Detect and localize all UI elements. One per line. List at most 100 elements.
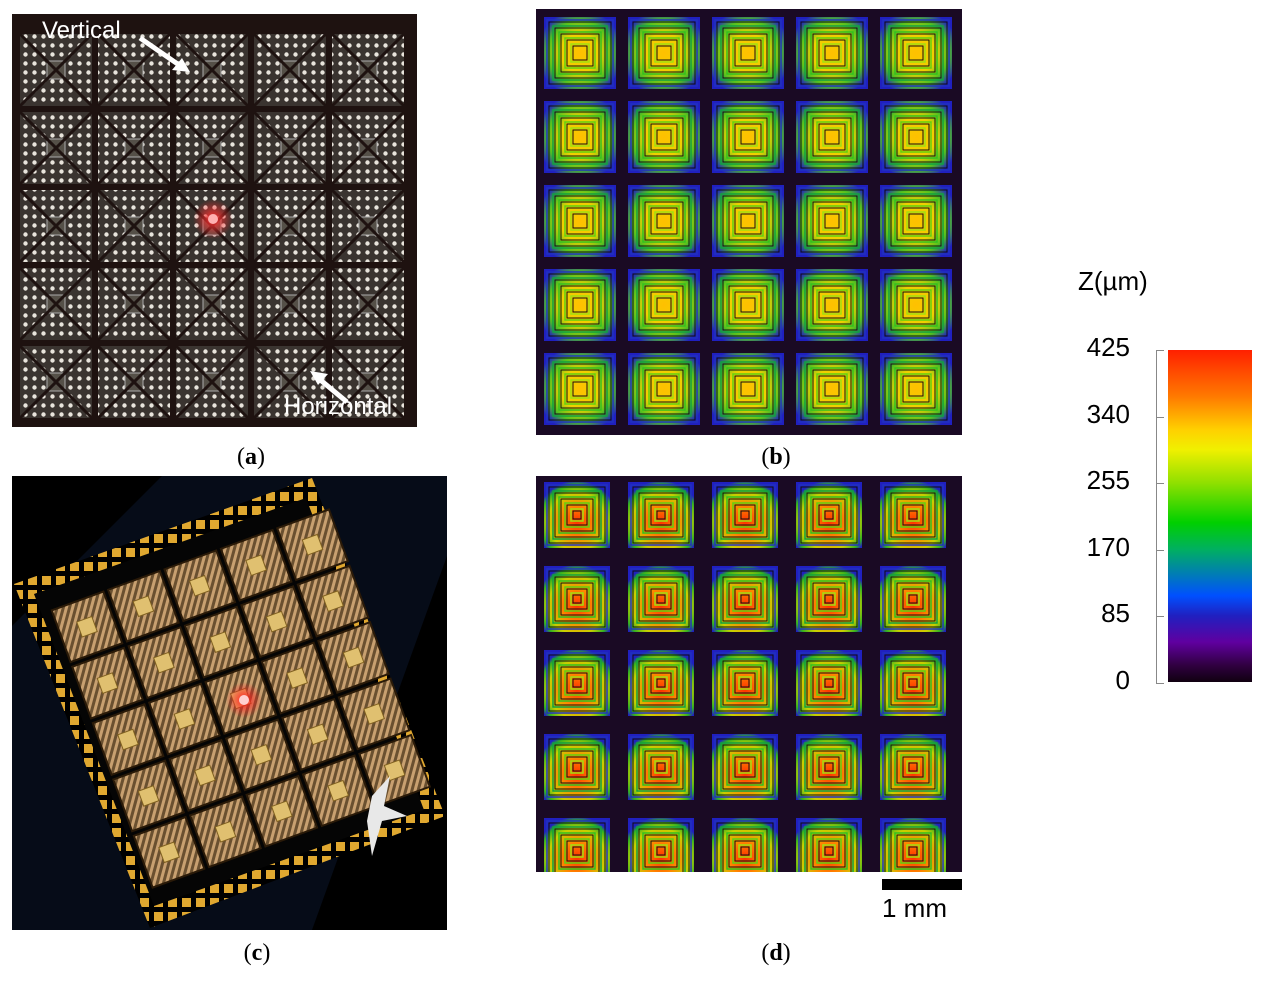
contour-ring bbox=[720, 742, 770, 792]
contour-gap bbox=[548, 486, 606, 544]
contour-gap bbox=[740, 762, 750, 772]
contour-gap bbox=[566, 291, 594, 319]
contour-gap bbox=[650, 504, 672, 526]
height-cell bbox=[880, 566, 946, 632]
contour-ring bbox=[570, 844, 584, 858]
mirror-plate-c bbox=[158, 841, 180, 864]
contour-ring bbox=[654, 379, 674, 399]
contour-gap bbox=[638, 279, 690, 331]
contour-gap bbox=[890, 111, 942, 163]
contour-ring bbox=[630, 484, 692, 546]
contour-gap bbox=[656, 678, 666, 688]
contour-gap bbox=[806, 363, 858, 415]
mirror-array-photo-a bbox=[12, 14, 417, 427]
colorbar-tick-mark bbox=[1156, 350, 1164, 351]
contour-ring bbox=[900, 502, 926, 528]
contour-ring bbox=[564, 502, 590, 528]
contour-gap bbox=[572, 510, 582, 520]
contour-ring bbox=[888, 109, 944, 165]
contour-gap bbox=[560, 201, 600, 241]
contour-gap bbox=[632, 357, 696, 421]
colorbar-tick-label: 340 bbox=[1086, 398, 1130, 429]
contour-gap bbox=[890, 576, 936, 622]
contour-gap bbox=[644, 117, 684, 157]
mirror-plate-c bbox=[342, 646, 365, 669]
contour-ring bbox=[822, 844, 836, 858]
contour-gap bbox=[734, 291, 762, 319]
contour-ring bbox=[732, 754, 758, 780]
contour-ring bbox=[822, 508, 836, 522]
contour-ring bbox=[882, 568, 944, 630]
contour-ring bbox=[546, 568, 608, 630]
contour-gap bbox=[800, 486, 858, 544]
contour-ring bbox=[882, 187, 950, 255]
contour-gap bbox=[824, 381, 840, 397]
contour-gap bbox=[806, 279, 858, 331]
contour-gap bbox=[812, 201, 852, 241]
contour-ring bbox=[726, 496, 764, 534]
heightmap-b bbox=[536, 9, 962, 435]
contour-ring bbox=[546, 271, 614, 339]
contour-gap bbox=[632, 822, 690, 872]
contour-ring bbox=[816, 502, 842, 528]
contour-ring bbox=[570, 760, 584, 774]
contour-ring bbox=[810, 496, 848, 534]
contour-ring bbox=[726, 283, 770, 327]
contour-ring bbox=[654, 760, 668, 774]
contour-gap bbox=[800, 654, 858, 712]
contour-ring bbox=[546, 652, 608, 714]
contour-gap bbox=[716, 273, 780, 337]
contour-gap bbox=[884, 273, 948, 337]
contour-gap bbox=[806, 492, 852, 538]
contour-gap bbox=[716, 105, 780, 169]
contour-gap bbox=[818, 291, 846, 319]
contour-ring bbox=[636, 361, 692, 417]
contour-ring bbox=[894, 832, 932, 870]
contour-ring bbox=[738, 379, 758, 399]
height-cell bbox=[880, 185, 952, 257]
contour-gap bbox=[896, 498, 930, 532]
contour-gap bbox=[572, 846, 582, 856]
contour-gap bbox=[908, 297, 924, 313]
contour-ring bbox=[816, 838, 842, 864]
contour-gap bbox=[902, 672, 924, 694]
contour-gap bbox=[572, 594, 582, 604]
mirror-plate-c bbox=[76, 615, 98, 638]
height-cell bbox=[796, 566, 862, 632]
contour-gap bbox=[548, 105, 612, 169]
contour-gap bbox=[656, 129, 672, 145]
height-cell bbox=[544, 650, 610, 716]
contour-gap bbox=[800, 357, 864, 421]
contour-gap bbox=[884, 105, 948, 169]
contour-ring bbox=[570, 43, 590, 63]
contour-gap bbox=[728, 750, 762, 784]
contour-gap bbox=[650, 39, 678, 67]
contour-ring bbox=[798, 19, 866, 87]
contour-gap bbox=[632, 189, 696, 253]
contour-ring bbox=[552, 25, 608, 81]
height-cell bbox=[796, 101, 868, 173]
contour-gap bbox=[908, 45, 924, 61]
contour-ring bbox=[630, 820, 692, 872]
cell-divider bbox=[18, 188, 94, 264]
contour-gap bbox=[656, 213, 672, 229]
cell-divider bbox=[174, 110, 250, 186]
contour-ring bbox=[738, 508, 752, 522]
contour-gap bbox=[722, 279, 774, 331]
contour-gap bbox=[554, 279, 606, 331]
contour-ring bbox=[888, 25, 944, 81]
contour-gap bbox=[632, 105, 696, 169]
contour-ring bbox=[558, 115, 602, 159]
contour-ring bbox=[642, 115, 686, 159]
mirror-plate-c bbox=[286, 667, 309, 689]
contour-ring bbox=[564, 373, 596, 405]
cell-divider bbox=[96, 32, 172, 108]
height-cell bbox=[544, 566, 610, 632]
height-cell bbox=[796, 269, 868, 341]
contour-gap bbox=[650, 756, 672, 778]
contour-gap bbox=[716, 21, 780, 85]
contour-gap bbox=[722, 492, 768, 538]
contour-gap bbox=[902, 207, 930, 235]
mirror-plate-c bbox=[137, 785, 160, 807]
cell-divider bbox=[330, 188, 406, 264]
